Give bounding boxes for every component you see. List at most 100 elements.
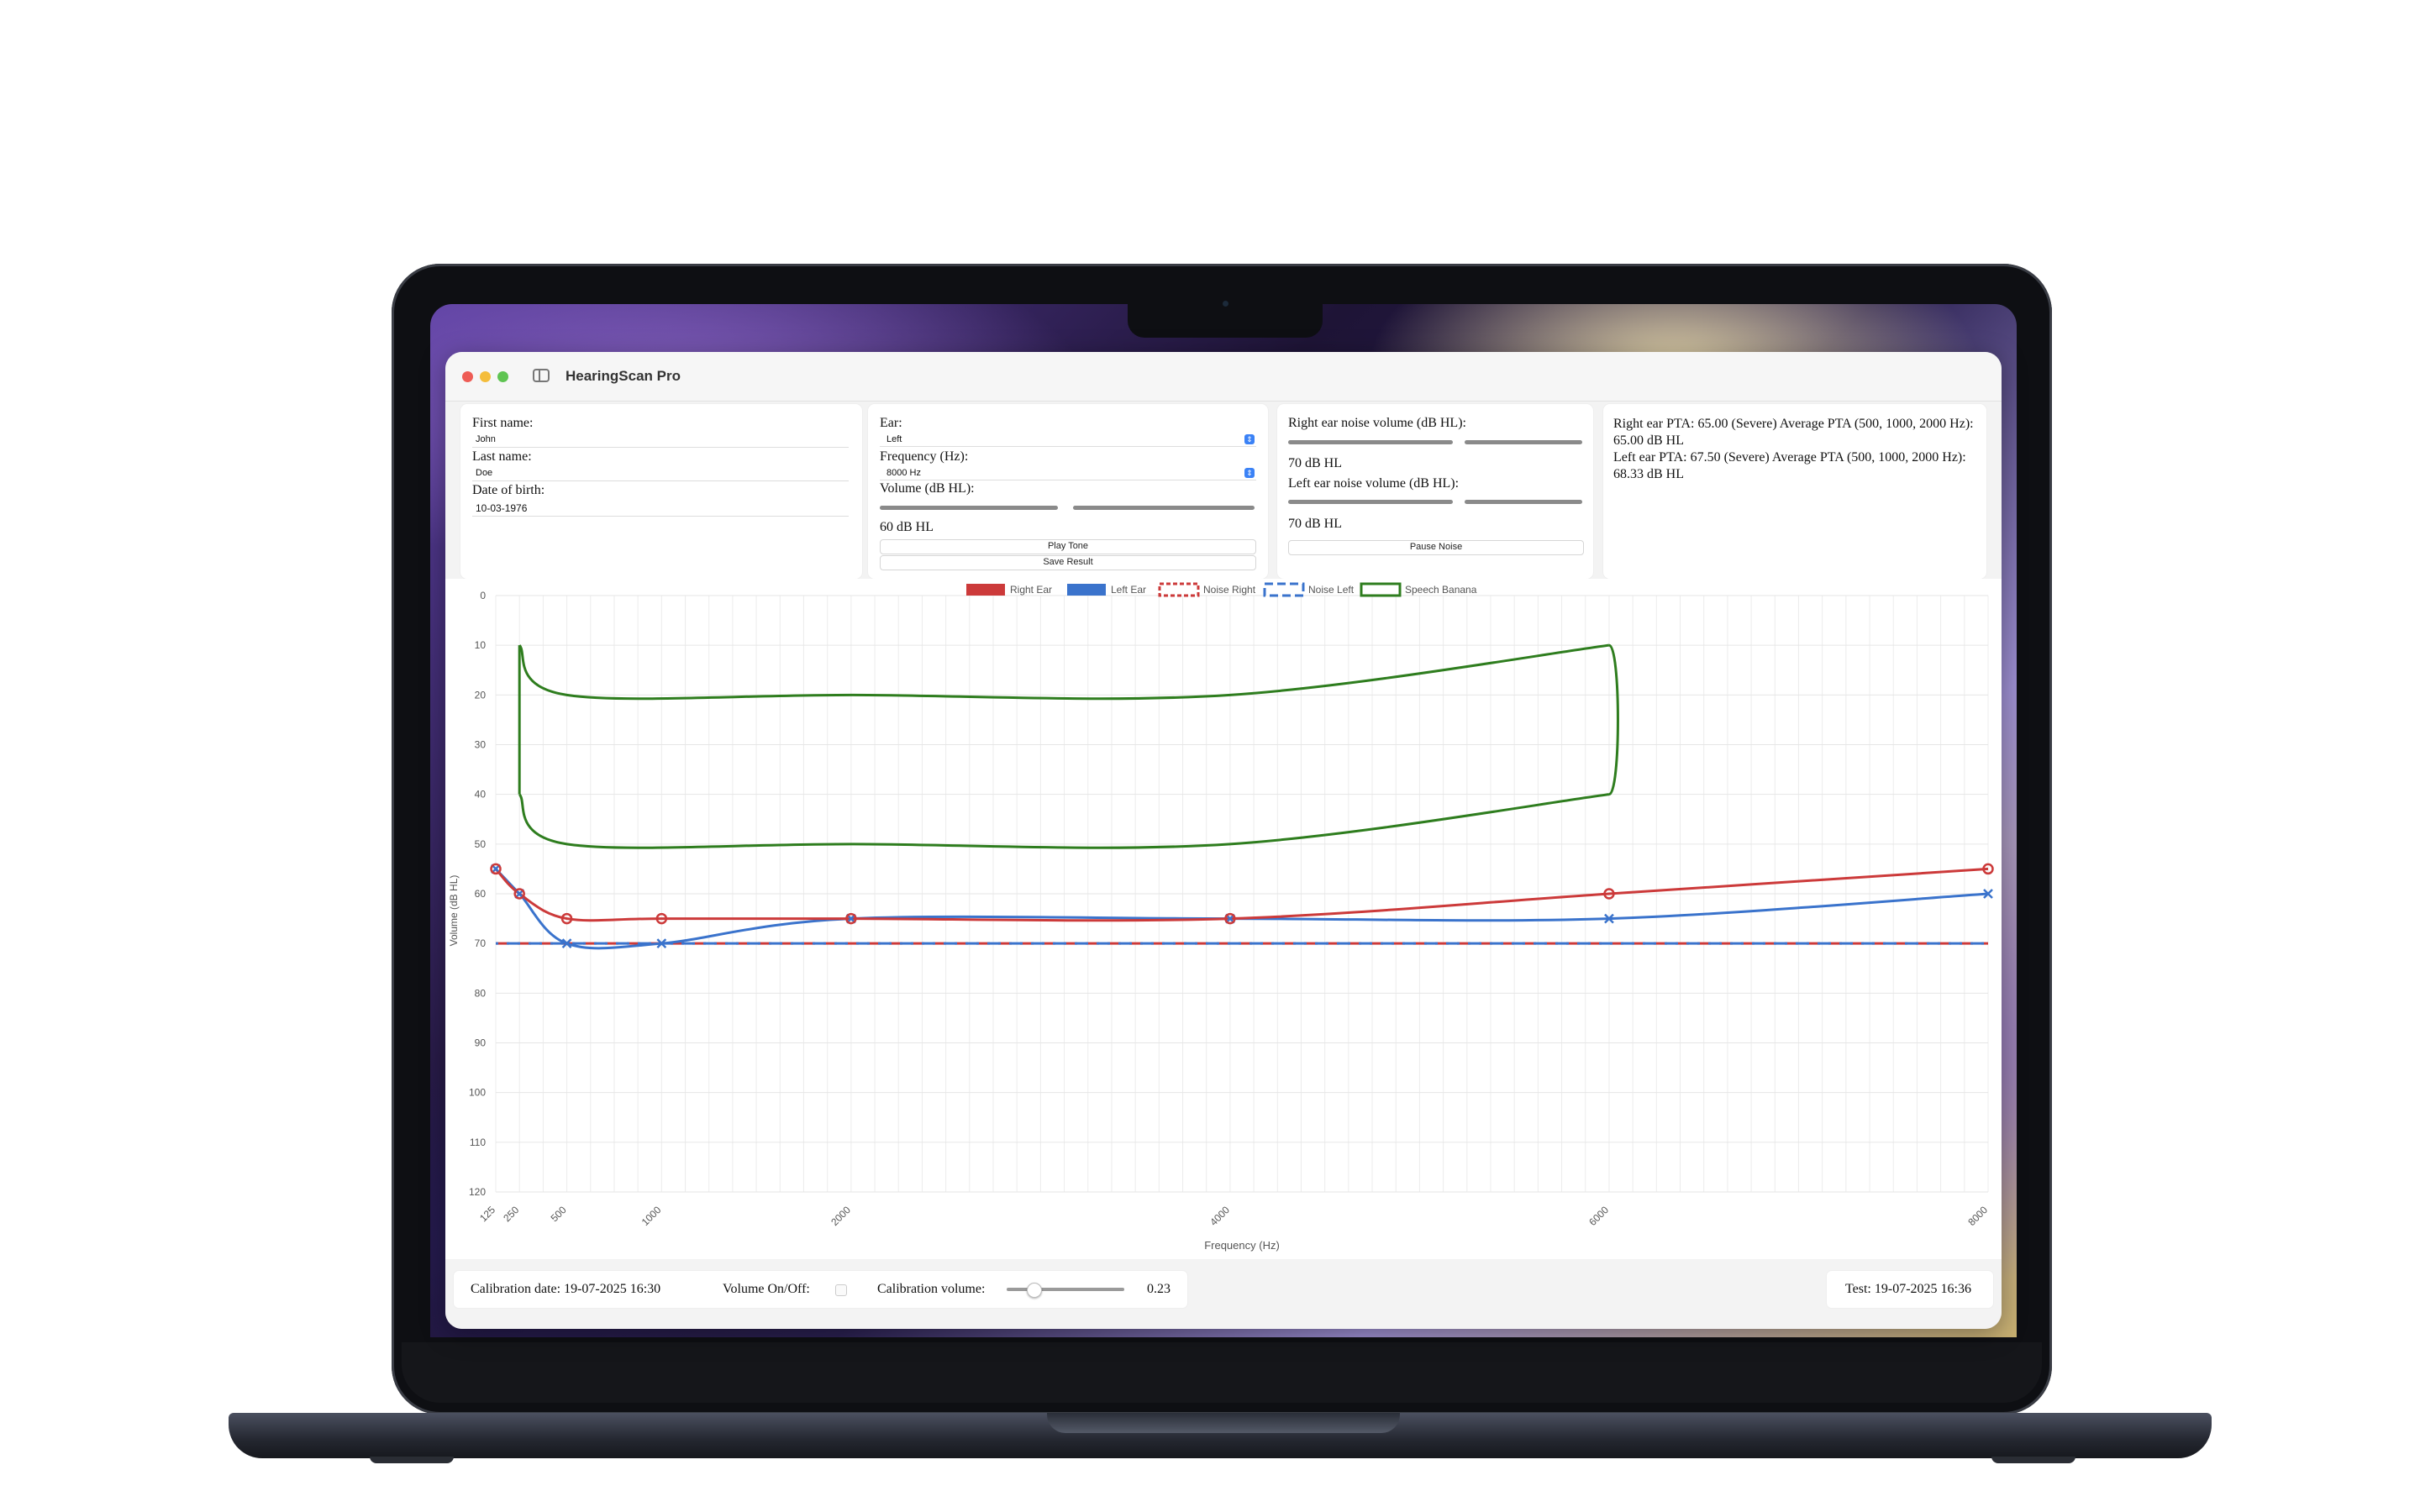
x-tick-label: 6000	[1586, 1204, 1611, 1228]
title-bar: HearingScan Pro	[445, 352, 2002, 402]
legend-swatch	[1263, 582, 1305, 597]
y-tick-label: 60	[475, 888, 487, 900]
volume-slider-right[interactable]	[1073, 506, 1255, 510]
x-tick-label: 8000	[1965, 1204, 1990, 1228]
left-noise-slider-left[interactable]	[1288, 500, 1453, 504]
right-ear-point	[1224, 912, 1236, 925]
y-tick-label: 110	[470, 1137, 486, 1148]
frequency-label: Frequency (Hz):	[880, 449, 969, 464]
y-tick-label: 80	[475, 987, 487, 999]
y-tick-label: 40	[475, 789, 487, 801]
y-tick-label: 70	[475, 937, 487, 949]
calibration-panel: Calibration date: 19-07-2025 16:30 Volum…	[454, 1271, 1187, 1308]
laptop-foot-left	[370, 1457, 454, 1463]
left-ear-point	[656, 938, 667, 949]
x-tick-label: 250	[501, 1204, 521, 1224]
y-tick-label: 100	[469, 1087, 486, 1099]
y-tick-label: 0	[480, 590, 486, 601]
y-tick-label: 50	[475, 838, 487, 850]
right-ear-point	[845, 912, 857, 925]
y-axis-title: Volume (dB HL)	[448, 875, 460, 947]
test-date-panel: Test: 19-07-2025 16:36	[1827, 1271, 1993, 1308]
volume-slider-left[interactable]	[880, 506, 1058, 510]
right-noise-slider-right[interactable]	[1465, 440, 1582, 444]
tone-panel: Ear: Left ⇕ Frequency (Hz): 8000 Hz ⇕ Vo…	[868, 404, 1268, 579]
right-ear-point	[1982, 863, 1994, 875]
test-date: Test: 19-07-2025 16:36	[1845, 1282, 1971, 1296]
right-ear-point	[1603, 888, 1615, 900]
ear-select-value: Left	[886, 434, 902, 444]
legend-swatch	[966, 584, 1005, 596]
minimize-button[interactable]	[480, 371, 491, 382]
camera-notch	[1128, 304, 1323, 338]
y-tick-label: 120	[469, 1186, 486, 1198]
left-noise-value: 70 dB HL	[1288, 517, 1342, 531]
zoom-button[interactable]	[497, 371, 508, 382]
footer: Calibration date: 19-07-2025 16:30 Volum…	[445, 1259, 2002, 1329]
legend-label: Noise Left	[1308, 584, 1355, 596]
x-tick-label: 4000	[1207, 1204, 1232, 1228]
volume-toggle-checkbox[interactable]	[835, 1284, 847, 1296]
x-tick-label: 2000	[829, 1204, 853, 1228]
speech-banana-lower	[518, 793, 1610, 849]
right-noise-label: Right ear noise volume (dB HL):	[1288, 416, 1466, 430]
pause-noise-button[interactable]: Pause Noise	[1288, 540, 1584, 555]
right-noise-value: 70 dB HL	[1288, 456, 1342, 470]
volume-label: Volume (dB HL):	[880, 481, 975, 496]
legend-label: Noise Right	[1203, 584, 1256, 596]
volume-value: 60 dB HL	[880, 520, 934, 534]
laptop-opening-notch	[1047, 1413, 1400, 1433]
legend-swatch	[1360, 582, 1402, 597]
right-ear-point	[490, 863, 502, 875]
laptop-foot-right	[1991, 1457, 2075, 1463]
volume-toggle-label: Volume On/Off:	[723, 1282, 810, 1296]
last-name-label: Last name:	[472, 449, 532, 464]
x-tick-label: 500	[549, 1204, 569, 1224]
patient-panel: First name: John Last name: Doe Date of …	[460, 404, 862, 579]
calibration-date: Calibration date: 19-07-2025 16:30	[471, 1282, 661, 1296]
window-title: HearingScan Pro	[566, 368, 681, 384]
close-button[interactable]	[462, 371, 473, 382]
right-noise-slider-left[interactable]	[1288, 440, 1453, 444]
legend-label: Left Ear	[1111, 584, 1146, 596]
left-noise-slider-right[interactable]	[1465, 500, 1582, 504]
right-pta-text: Right ear PTA: 65.00 (Severe) Average PT…	[1613, 417, 1974, 448]
app-window: HearingScan Pro First name: John Last na…	[445, 352, 2002, 1329]
right-ear-point	[655, 912, 668, 925]
legend-swatch	[1067, 584, 1106, 596]
calibration-volume-slider[interactable]	[1007, 1288, 1124, 1291]
right-ear-point	[560, 912, 573, 925]
left-ear-point	[561, 938, 572, 949]
calibration-volume-thumb[interactable]	[1027, 1283, 1043, 1298]
ear-select[interactable]: Left ⇕	[880, 433, 1256, 447]
y-tick-label: 30	[475, 739, 487, 751]
legend-swatch	[1158, 582, 1200, 597]
left-ear-line	[494, 868, 1989, 950]
last-name-field[interactable]: Doe	[472, 466, 849, 481]
first-name-field[interactable]: John	[472, 433, 849, 448]
frequency-select[interactable]: 8000 Hz ⇕	[880, 466, 1256, 480]
audiogram-svg: 0 10 20 30 40 50 60 70 80 90 100 110 120 125 250 500 100…	[448, 582, 1994, 1252]
left-ear-point	[1604, 913, 1614, 924]
audiogram-chart: 0 10 20 30 40 50 60 70 80 90 100 110 120 125 250 500 100…	[445, 579, 2002, 1259]
left-pta-text: Left ear PTA: 67.50 (Severe) Average PTA…	[1613, 450, 1966, 481]
legend-label: Speech Banana	[1405, 584, 1477, 596]
x-tick-label: 1000	[639, 1204, 664, 1228]
speech-banana-upper	[518, 643, 1610, 701]
left-ear-point	[1983, 889, 1993, 899]
calibration-volume-value: 0.23	[1147, 1282, 1171, 1296]
save-result-button[interactable]: Save Result	[880, 555, 1256, 570]
frequency-select-chevron-icon: ⇕	[1244, 468, 1255, 478]
first-name-label: First name:	[472, 416, 534, 430]
left-noise-label: Left ear noise volume (dB HL):	[1288, 476, 1460, 491]
speech-banana-right-edge	[1607, 643, 1619, 796]
y-tick-label: 20	[475, 689, 487, 701]
play-tone-button[interactable]: Play Tone	[880, 539, 1256, 554]
right-ear-point	[513, 888, 525, 900]
y-tick-label: 10	[475, 639, 487, 651]
camera	[1223, 301, 1228, 307]
dob-field[interactable]: 10-03-1976	[472, 501, 849, 517]
y-tick-label: 90	[475, 1037, 487, 1049]
sidebar-toggle-icon[interactable]	[533, 369, 550, 382]
frequency-select-value: 8000 Hz	[886, 468, 921, 478]
